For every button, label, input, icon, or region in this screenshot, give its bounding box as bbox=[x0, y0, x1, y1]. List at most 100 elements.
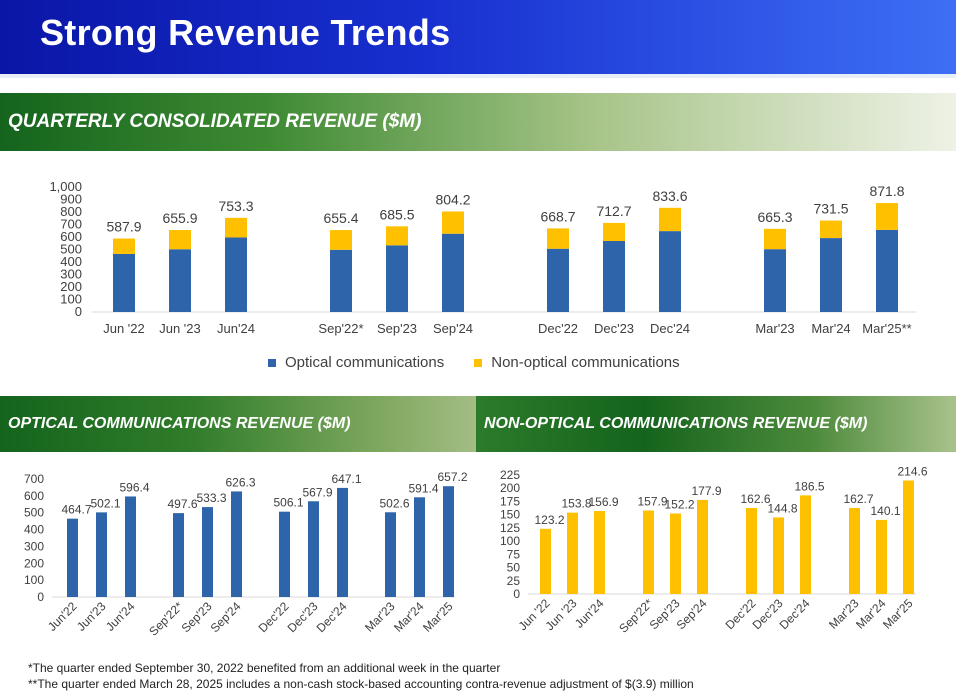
y-tick-label: 600 bbox=[60, 229, 82, 244]
section-header-non-optical: NON-OPTICAL COMMUNICATIONS REVENUE ($M) bbox=[476, 396, 956, 452]
value-label-mar-24: 591.4 bbox=[408, 481, 438, 495]
bar-sep-22 bbox=[173, 513, 184, 597]
bar-sep-24 bbox=[231, 491, 242, 597]
x-tick-label-sep-22: Sep'22* bbox=[616, 596, 656, 636]
value-label-dec-24: 186.5 bbox=[794, 479, 824, 493]
x-tick-label-dec-24: Dec'24 bbox=[314, 599, 350, 635]
bar-mar-23 bbox=[849, 507, 860, 594]
y-tick-label: 100 bbox=[500, 534, 520, 548]
y-tick-label: 200 bbox=[24, 556, 44, 570]
value-label-mar-25: 657.2 bbox=[437, 470, 467, 484]
y-tick-label: 125 bbox=[500, 521, 520, 535]
value-label-sep-24: 177.9 bbox=[691, 484, 721, 498]
y-tick-label: 200 bbox=[60, 279, 82, 294]
section-title-optical: OPTICAL COMMUNICATIONS REVENUE ($M) bbox=[8, 415, 351, 432]
bar-optical-jun-23 bbox=[169, 249, 191, 312]
section-title-non-optical: NON-OPTICAL COMMUNICATIONS REVENUE ($M) bbox=[484, 415, 868, 432]
bar-dec-24 bbox=[337, 487, 348, 597]
x-tick-label-dec-22: Dec'22 bbox=[256, 599, 292, 635]
y-tick-label: 75 bbox=[507, 547, 521, 561]
value-label-mar-24: 140.1 bbox=[870, 504, 900, 518]
total-label-sep-24: 804.2 bbox=[435, 191, 470, 207]
x-tick-label-mar-25: Mar'25 bbox=[880, 596, 916, 632]
bar-mar-24 bbox=[414, 497, 425, 597]
section-title-consolidated: QUARTERLY CONSOLIDATED REVENUE ($M) bbox=[8, 111, 422, 132]
bar-mar-24 bbox=[876, 519, 887, 594]
x-tick-label-jun-24: Jun'24 bbox=[103, 599, 138, 634]
y-tick-label: 600 bbox=[24, 489, 44, 503]
bar-jun-24 bbox=[594, 511, 605, 594]
bar-optical-mar-25 bbox=[876, 229, 898, 312]
total-label-jun-24: 753.3 bbox=[218, 198, 253, 214]
value-label-jun-24: 156.9 bbox=[588, 495, 618, 509]
total-label-mar-23: 665.3 bbox=[757, 209, 792, 225]
value-label-sep-22: 497.6 bbox=[167, 497, 197, 511]
bar-sep-22 bbox=[643, 510, 654, 594]
x-tick-label-dec-23: Dec'23 bbox=[594, 321, 634, 336]
y-tick-label: 700 bbox=[24, 472, 44, 486]
value-label-sep-24: 626.3 bbox=[225, 475, 255, 489]
bar-non-optical-mar-24 bbox=[820, 220, 842, 239]
bar-optical-dec-23 bbox=[603, 241, 625, 312]
x-tick-label-jun-22: Jun '22 bbox=[103, 321, 145, 336]
bar-sep-23 bbox=[670, 513, 681, 594]
y-tick-label: 0 bbox=[513, 587, 520, 601]
value-label-mar-25: 214.6 bbox=[897, 465, 927, 479]
bar-dec-22 bbox=[279, 511, 290, 597]
bar-jun-22 bbox=[67, 518, 78, 597]
total-label-jun-22: 587.9 bbox=[106, 219, 141, 235]
legend-item-non-optical: Non-optical communications bbox=[474, 354, 680, 371]
y-tick-label: 900 bbox=[60, 192, 82, 207]
y-tick-label: 150 bbox=[500, 508, 520, 522]
bar-non-optical-mar-25 bbox=[876, 203, 898, 230]
y-tick-label: 50 bbox=[507, 561, 521, 575]
bar-non-optical-mar-23 bbox=[764, 228, 786, 250]
value-label-jun-24: 596.4 bbox=[119, 480, 149, 494]
bar-jun-23 bbox=[567, 512, 578, 594]
bar-sep-24 bbox=[697, 499, 708, 594]
value-label-jun-22: 123.2 bbox=[534, 513, 564, 527]
bar-jun-23 bbox=[96, 512, 107, 597]
value-label-mar-23: 162.7 bbox=[843, 492, 873, 506]
x-tick-label-jun-23: Jun '23 bbox=[543, 596, 580, 633]
bar-optical-sep-24 bbox=[442, 233, 464, 312]
bar-dec-23 bbox=[773, 517, 784, 594]
bar-non-optical-dec-23 bbox=[603, 222, 625, 242]
y-tick-label: 400 bbox=[24, 523, 44, 537]
x-tick-label-jun-23: Jun '23 bbox=[159, 321, 201, 336]
x-tick-label-sep-22: Sep'22* bbox=[146, 599, 186, 639]
bar-optical-jun-24 bbox=[225, 237, 247, 312]
y-tick-label: 500 bbox=[24, 506, 44, 520]
x-tick-label-sep-24: Sep'24 bbox=[433, 321, 473, 336]
value-label-dec-23: 567.9 bbox=[302, 485, 332, 499]
bar-dec-23 bbox=[308, 501, 319, 597]
value-label-dec-22: 162.6 bbox=[740, 492, 770, 506]
x-tick-label-mar-24: Mar'24 bbox=[811, 321, 850, 336]
x-tick-label-sep-24: Sep'24 bbox=[674, 596, 710, 632]
y-tick-label: 300 bbox=[24, 539, 44, 553]
x-tick-label-sep-23: Sep'23 bbox=[377, 321, 417, 336]
y-tick-label: 400 bbox=[60, 254, 82, 269]
value-label-jun-23: 153.8 bbox=[561, 497, 591, 511]
x-tick-label-dec-24: Dec'24 bbox=[650, 321, 690, 336]
legend-label-non-optical: Non-optical communications bbox=[491, 354, 680, 371]
y-tick-label: 700 bbox=[60, 217, 82, 232]
x-tick-label-dec-22: Dec'22 bbox=[538, 321, 578, 336]
bar-dec-24 bbox=[800, 495, 811, 594]
bar-non-optical-jun-24 bbox=[225, 217, 247, 238]
y-tick-label: 100 bbox=[24, 573, 44, 587]
bar-mar-23 bbox=[385, 512, 396, 597]
bar-optical-dec-22 bbox=[547, 248, 569, 312]
value-label-jun-23: 502.1 bbox=[90, 496, 120, 510]
value-label-sep-23: 152.2 bbox=[664, 498, 694, 512]
x-tick-label-mar-23: Mar'23 bbox=[362, 599, 398, 635]
footnote-1: *The quarter ended September 30, 2022 be… bbox=[28, 661, 501, 675]
bar-non-optical-sep-23 bbox=[386, 226, 408, 246]
legend-label-optical: Optical communications bbox=[285, 354, 445, 371]
bar-non-optical-dec-24 bbox=[659, 207, 681, 232]
bar-dec-22 bbox=[746, 508, 757, 594]
bar-optical-jun-22 bbox=[113, 253, 135, 312]
bar-non-optical-sep-24 bbox=[442, 211, 464, 234]
